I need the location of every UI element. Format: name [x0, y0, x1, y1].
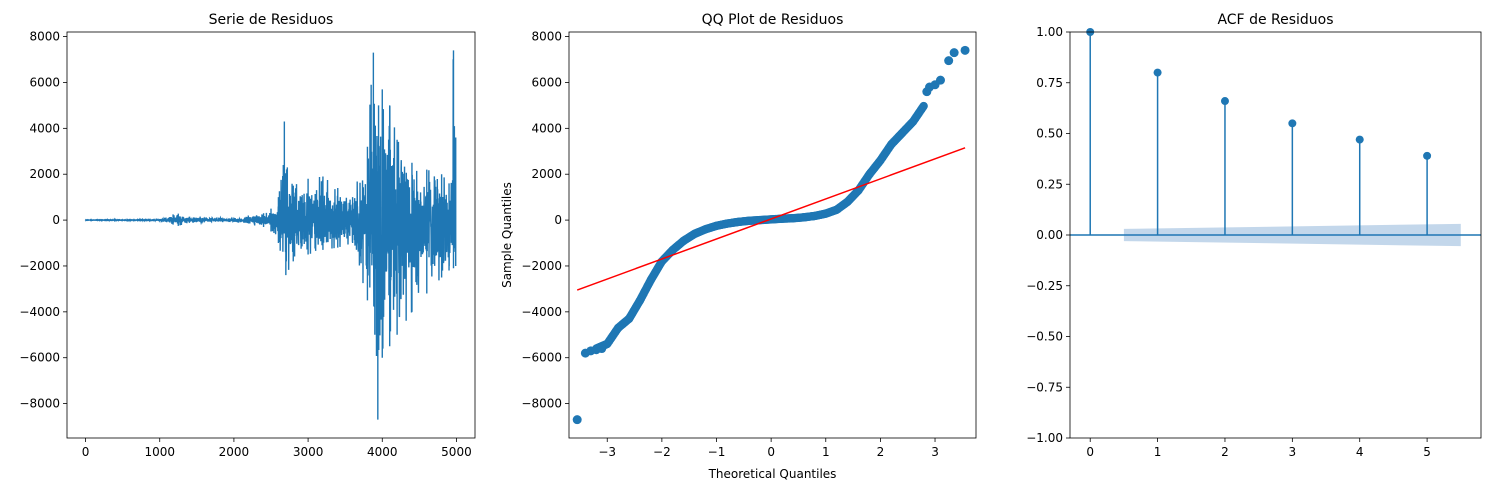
- qq-point: [960, 45, 970, 55]
- x-tick-label: 1: [822, 445, 830, 459]
- y-axis-label: Sample Quantiles: [500, 182, 514, 288]
- y-tick-label: 0.50: [1036, 127, 1063, 141]
- y-tick-label: −4000: [521, 305, 562, 319]
- y-tick-label: −8000: [521, 397, 562, 411]
- y-tick-label: −1.00: [1026, 431, 1063, 445]
- x-tick-label: 3: [931, 445, 939, 459]
- y-tick-label: 6000: [531, 75, 562, 89]
- qq-point: [949, 48, 959, 58]
- axes-frame: [66, 31, 476, 439]
- y-tick-label: −2000: [19, 259, 60, 273]
- acf-marker: [1288, 119, 1297, 128]
- x-tick-label: 3000: [293, 445, 324, 459]
- y-tick-label: 0.00: [1036, 228, 1063, 242]
- y-tick-label: −6000: [19, 351, 60, 365]
- y-tick-label: −4000: [19, 305, 60, 319]
- x-tick-label: 5000: [441, 445, 472, 459]
- residual-line: [84, 50, 457, 420]
- y-tick-label: 8000: [531, 30, 562, 44]
- x-tick-label: 0: [767, 445, 775, 459]
- y-tick-label: 0.25: [1036, 177, 1063, 191]
- qq-plot-panel: −3 −2 −1 0 1 2 3 −8000 −6000 −4000 −2000 0 2000 4000 6…: [500, 12, 977, 481]
- x-tick-label: 1000: [144, 445, 175, 459]
- y-tick-label: −2000: [521, 259, 562, 273]
- x-tick-label: −3: [598, 445, 616, 459]
- x-tick-label: 2: [1221, 445, 1229, 459]
- y-tick-label: 6000: [29, 75, 60, 89]
- y-tick-label: 2000: [29, 167, 60, 181]
- chart-title: ACF de Residuos: [1217, 12, 1333, 28]
- y-tick-label: −6000: [521, 351, 562, 365]
- x-tick-label: 4: [1356, 445, 1364, 459]
- x-tick-label: −2: [653, 445, 671, 459]
- x-tick-label: 4000: [367, 445, 398, 459]
- y-tick-label: 8000: [29, 30, 60, 44]
- x-tick-label: −1: [708, 445, 726, 459]
- axes-frame: [568, 31, 977, 439]
- y-tick-label: 1.00: [1036, 25, 1063, 39]
- chart-title: QQ Plot de Residuos: [702, 12, 844, 28]
- x-tick-label: 1: [1154, 445, 1162, 459]
- x-tick-label: 0: [82, 445, 90, 459]
- qq-points: [572, 45, 970, 425]
- x-tick-label: 3: [1289, 445, 1297, 459]
- qq-point: [935, 75, 945, 85]
- y-tick-label: −8000: [19, 397, 60, 411]
- y-tick-label: 0: [554, 213, 562, 227]
- y-tick-label: 4000: [531, 121, 562, 135]
- qq-point: [572, 415, 582, 425]
- chart-title: Serie de Residuos: [209, 12, 334, 28]
- qq-fit-line: [576, 147, 966, 291]
- x-tick-label: 2000: [219, 445, 250, 459]
- acf-marker: [1153, 68, 1162, 77]
- y-tick-label: −0.50: [1026, 330, 1063, 344]
- y-tick-label: 0.75: [1036, 76, 1063, 90]
- y-tick-label: 0: [52, 213, 60, 227]
- x-axis-label: Theoretical Quantiles: [708, 467, 837, 481]
- acf-panel: 0 1 2 3 4 5 −1.00 −0.75 −0.50 −0.25 0.00 0.25 0.50 0.…: [1026, 12, 1482, 459]
- y-tick-label: 4000: [29, 121, 60, 135]
- acf-marker: [1423, 151, 1432, 160]
- qq-point: [919, 101, 928, 111]
- y-tick-label: −0.25: [1026, 279, 1063, 293]
- y-tick-label: −0.75: [1026, 380, 1063, 394]
- acf-marker: [1220, 97, 1229, 106]
- x-tick-label: 5: [1423, 445, 1431, 459]
- x-tick-label: 2: [877, 445, 885, 459]
- acf-marker: [1355, 135, 1364, 144]
- y-tick-label: 2000: [531, 167, 562, 181]
- qq-point: [944, 56, 954, 66]
- residual-series-panel: 0 1000 2000 3000 4000 5000 −8000 −6000 −4000 −200…: [19, 12, 476, 459]
- qq-point: [597, 344, 607, 354]
- x-tick-label: 0: [1086, 445, 1094, 459]
